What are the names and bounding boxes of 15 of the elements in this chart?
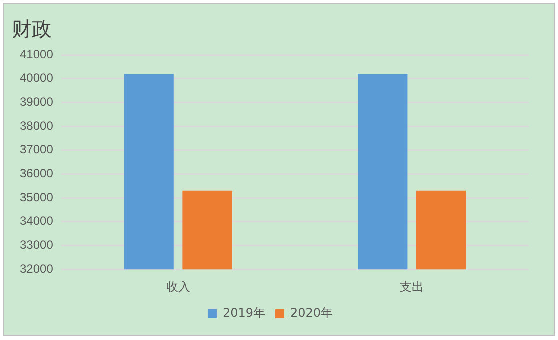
y-tick-label: 36000 — [20, 166, 54, 181]
legend-label: 2020年 — [290, 306, 334, 320]
y-tick-label: 37000 — [20, 142, 54, 157]
y-tick-label: 34000 — [20, 214, 54, 228]
y-tick-label: 38000 — [20, 118, 54, 133]
y-tick-label: 41000 — [20, 47, 54, 62]
chart-title: 财政 — [12, 17, 52, 42]
y-tick-label: 35000 — [20, 190, 54, 204]
x-tick-label: 支出 — [400, 280, 424, 294]
y-tick-label: 40000 — [20, 71, 54, 86]
y-tick-label: 33000 — [20, 238, 54, 252]
x-tick-label: 收入 — [166, 280, 190, 294]
y-tick-label: 32000 — [20, 262, 54, 276]
y-tick-label: 39000 — [20, 95, 54, 109]
legend-label: 2019年 — [222, 306, 266, 320]
